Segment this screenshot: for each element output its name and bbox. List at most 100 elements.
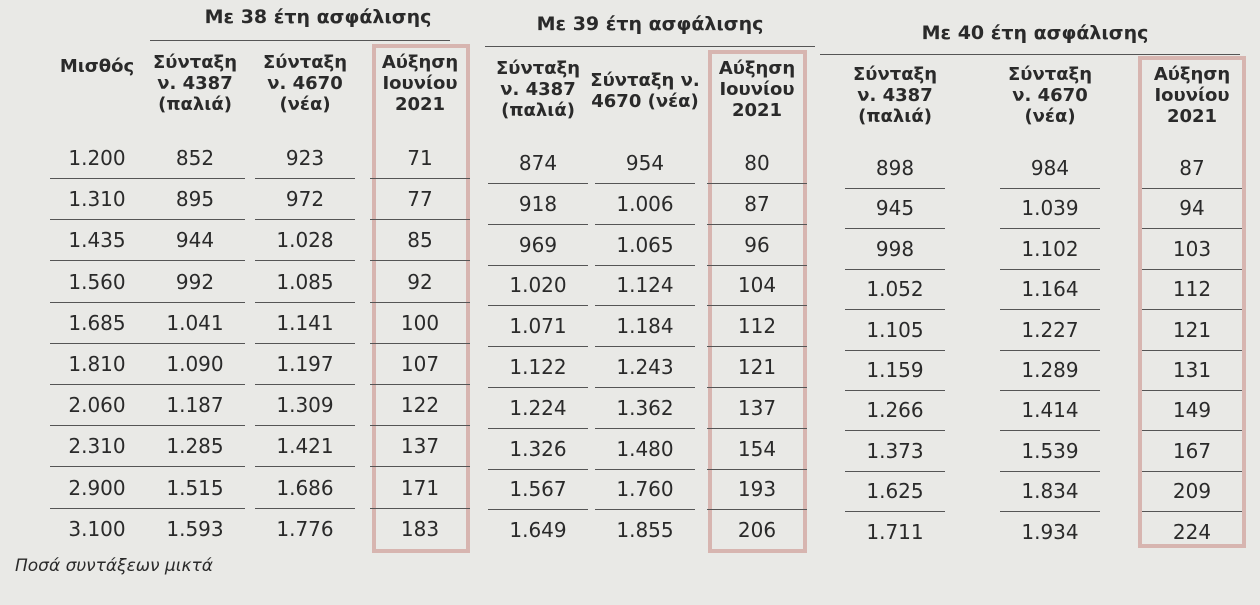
row-rule (1142, 309, 1242, 311)
table-cell: 1.164 (1021, 277, 1079, 302)
row-rule (845, 309, 945, 311)
table-cell: 1.593 (166, 516, 224, 541)
table-cell: 918 (518, 191, 558, 216)
header-line: Αύξηση (1153, 64, 1231, 85)
table-cell: 1.760 (616, 477, 674, 502)
table-cell: 3.100 (68, 516, 126, 541)
row-rule (845, 470, 945, 472)
row-rule (707, 346, 807, 348)
table-cell: 1.028 (276, 228, 334, 253)
table-cell: 94 (1179, 196, 1205, 221)
row-rule (845, 228, 945, 230)
row-rule (1000, 188, 1100, 189)
table-cell: 874 (518, 151, 558, 175)
header-line: Αύξηση (381, 52, 459, 73)
header-line: Μισθός (59, 56, 135, 77)
table-cell: 1.197 (276, 352, 334, 376)
row-rule (845, 268, 945, 270)
table-cell: 1.200 (68, 146, 126, 170)
row-rule (488, 468, 588, 470)
table-cell: 122 (400, 393, 440, 418)
row-rule (707, 509, 807, 511)
table-cell: 1.934 (1021, 519, 1079, 544)
group-title: Με 39 έτη ασφάλισης (536, 13, 764, 35)
table-cell: 1.102 (1021, 236, 1079, 261)
table-cell: 224 (1172, 519, 1212, 544)
column-header: Σύνταξη ν. 4387 (παλιά) (496, 58, 580, 121)
row-rule (255, 342, 355, 344)
row-rule (845, 430, 945, 432)
row-rule (1142, 470, 1242, 472)
header-line: ν. 4670 (1012, 85, 1088, 106)
row-rule (845, 188, 945, 189)
row-rule (707, 387, 807, 388)
row-rule (145, 342, 245, 344)
table-cell: 1.686 (276, 475, 334, 500)
table-cell: 1.141 (276, 310, 334, 335)
table-cell: 131 (1172, 358, 1212, 382)
row-rule (595, 346, 695, 348)
header-line: (παλιά) (158, 94, 232, 115)
row-rule (488, 264, 588, 266)
table-cell: 80 (744, 151, 770, 175)
header-line: Αύξηση (718, 58, 796, 79)
row-rule (255, 178, 355, 179)
table-cell: 112 (737, 314, 777, 339)
row-rule (1000, 228, 1100, 230)
table-cell: 1.414 (1021, 398, 1079, 423)
table-cell: 1.124 (616, 273, 674, 298)
header-line: Ιουνίου (719, 79, 795, 100)
table-cell: 1.539 (1021, 438, 1079, 463)
row-rule (49, 301, 145, 303)
row-rule (488, 346, 588, 348)
table-cell: 1.362 (616, 395, 674, 420)
row-rule (370, 384, 470, 385)
table-cell: 1.310 (68, 187, 126, 212)
table-cell: 1.159 (866, 358, 924, 382)
footnote: Ποσά συντάξεων μικτά (15, 556, 213, 576)
row-rule (49, 507, 145, 509)
highlight-box (1138, 56, 1246, 548)
row-rule (488, 183, 588, 184)
row-rule (707, 264, 807, 266)
row-rule (595, 468, 695, 470)
table-cell: 1.227 (1021, 317, 1079, 342)
row-rule (595, 427, 695, 429)
column-header: Αύξηση Ιουνίου 2021 (719, 58, 795, 121)
column-header: Σύνταξη ν. 4670 (νέα) (263, 52, 347, 115)
row-rule (595, 223, 695, 225)
table-cell: 100 (400, 310, 440, 335)
row-rule (370, 425, 470, 427)
table-cell: 71 (407, 146, 433, 170)
table-cell: 1.041 (166, 310, 224, 335)
table-cell: 107 (400, 352, 440, 376)
row-rule (1142, 430, 1242, 432)
table-cell: 103 (1172, 236, 1212, 261)
row-rule (49, 260, 145, 262)
row-rule (49, 342, 145, 344)
row-rule (707, 183, 807, 184)
highlight-box (372, 44, 470, 553)
row-rule (255, 384, 355, 385)
row-rule (845, 511, 945, 513)
row-rule (595, 305, 695, 307)
table-cell: 2.310 (68, 434, 126, 459)
table-cell: 171 (400, 475, 440, 500)
header-line: (νέα) (1024, 106, 1076, 127)
header-line: Σύνταξη (495, 58, 581, 79)
table-cell: 1.649 (509, 518, 567, 543)
row-rule (49, 466, 145, 468)
table-cell: 206 (737, 518, 777, 543)
row-rule (255, 260, 355, 262)
table-cell: 1.224 (509, 395, 567, 420)
table-cell: 1.285 (166, 434, 224, 459)
table-cell: 1.435 (68, 228, 126, 253)
table-cell: 1.326 (509, 436, 567, 461)
group-title: Με 40 έτη ασφάλισης (921, 22, 1149, 44)
row-rule (1000, 470, 1100, 472)
table-cell: 1.373 (866, 438, 924, 463)
table-cell: 944 (175, 228, 215, 253)
row-rule (707, 305, 807, 307)
row-rule (49, 219, 145, 221)
